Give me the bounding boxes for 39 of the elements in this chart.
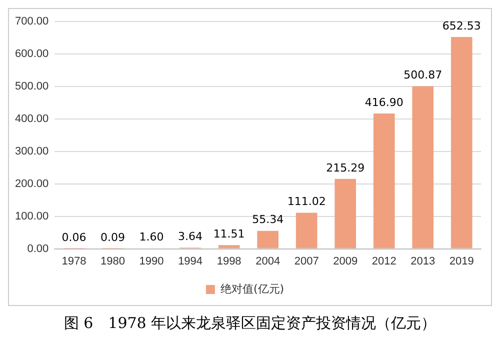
y-tick-label: 500.00 — [14, 80, 49, 93]
y-tick-label: 600.00 — [14, 48, 49, 60]
y-tick-label: 200.00 — [14, 178, 49, 190]
bar — [218, 245, 240, 248]
x-tick-label: 1998 — [216, 255, 242, 268]
y-tick-label: 0.00 — [27, 242, 49, 255]
data-label: 0.09 — [100, 231, 126, 244]
data-label: 55.34 — [252, 213, 284, 226]
data-label: 1.60 — [139, 230, 164, 244]
data-label: 111.02 — [287, 195, 326, 208]
data-label: 11.51 — [213, 227, 245, 240]
y-tick-label: 400.00 — [14, 113, 49, 126]
x-tick-label: 2013 — [410, 255, 436, 268]
x-tick-label: 2009 — [333, 255, 358, 268]
bar — [257, 230, 278, 248]
x-tick-label: 2004 — [256, 255, 280, 268]
y-tick-label: 700.00 — [14, 16, 49, 28]
data-label: 3.64 — [178, 230, 203, 243]
bar — [373, 113, 395, 248]
bar — [334, 178, 356, 248]
x-tick-label: 1994 — [178, 255, 203, 268]
data-label: 500.87 — [404, 68, 442, 82]
y-tick-label: 100.00 — [14, 210, 49, 222]
x-tick-label: 2012 — [372, 255, 396, 268]
x-tick-label: 1990 — [139, 255, 164, 268]
x-tick-label: 1978 — [62, 255, 86, 268]
legend-label: 绝对值(亿元) — [220, 282, 284, 296]
x-tick-label: 2019 — [449, 255, 474, 268]
x-tick-label: 1980 — [100, 255, 126, 268]
bar — [412, 86, 434, 248]
data-label: 215.29 — [326, 161, 365, 174]
y-tick-label: 300.00 — [14, 145, 49, 158]
text: 图 6 1978 年以来龙泉驿区固定资产投资情况（亿元） — [62, 314, 438, 333]
bar — [450, 37, 472, 248]
bar — [296, 212, 318, 248]
x-tick-label: 2007 — [294, 255, 319, 268]
data-label: 0.06 — [62, 231, 86, 244]
data-label: 652.53 — [442, 19, 481, 32]
data-label: 416.90 — [364, 96, 404, 109]
